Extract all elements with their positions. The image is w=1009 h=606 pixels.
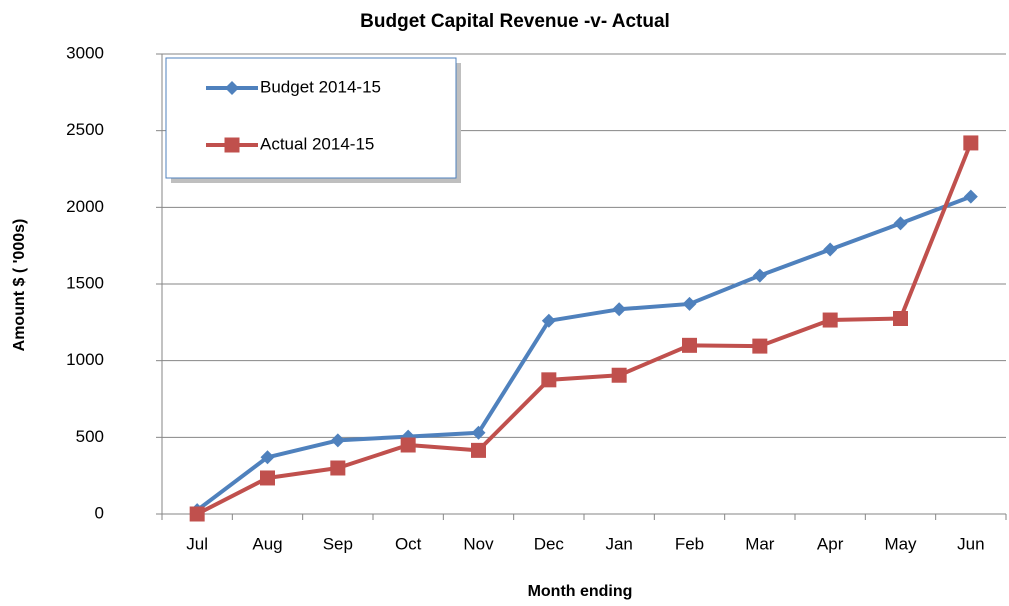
legend-label: Budget 2014-15 (260, 77, 381, 96)
marker (752, 338, 768, 354)
x-tick-label: Dec (534, 534, 565, 553)
y-tick-label: 1000 (66, 350, 104, 369)
marker (823, 242, 838, 257)
marker (611, 367, 627, 383)
x-tick-label: Oct (395, 534, 422, 553)
marker (541, 313, 556, 328)
marker (260, 470, 275, 486)
y-tick-label: 1500 (66, 273, 104, 292)
x-tick-label: Jan (605, 534, 632, 553)
legend-label: Actual 2014-15 (260, 134, 374, 153)
x-tick-label: Aug (252, 534, 282, 553)
chart-title: Budget Capital Revenue -v- Actual (360, 11, 670, 32)
x-tick-label: Nov (463, 534, 494, 553)
x-tick-label: Apr (817, 534, 844, 553)
marker (400, 437, 416, 453)
marker (330, 433, 345, 448)
marker (260, 450, 275, 465)
x-tick-label: Sep (323, 534, 353, 553)
marker (963, 135, 979, 151)
y-tick-label: 2000 (66, 197, 104, 216)
x-tick-label: Jun (957, 534, 984, 553)
legend (165, 57, 457, 179)
y-tick-label: 2500 (66, 120, 104, 139)
marker (224, 137, 240, 153)
y-tick-label: 500 (76, 427, 104, 446)
y-tick-label: 3000 (66, 43, 104, 62)
marker (963, 189, 978, 204)
y-axis-label: Amount $ ( '000s) (11, 219, 28, 352)
marker (612, 302, 627, 317)
marker (330, 460, 346, 476)
marker (471, 425, 486, 440)
marker (682, 296, 697, 311)
marker (893, 216, 908, 231)
series-line (196, 142, 973, 516)
x-axis-label: Month ending (528, 583, 633, 600)
marker (225, 81, 239, 95)
marker (541, 372, 557, 388)
x-tick-label: Mar (745, 534, 775, 553)
marker (682, 337, 697, 353)
marker (471, 442, 486, 458)
x-tick-label: May (884, 534, 917, 553)
y-tick-label: 0 (95, 503, 104, 522)
x-tick-label: Jul (186, 534, 208, 553)
x-tick-label: Feb (675, 534, 704, 553)
marker (822, 312, 838, 328)
marker (189, 506, 205, 522)
marker (752, 268, 767, 283)
series-line (195, 194, 972, 512)
marker (893, 311, 908, 326)
